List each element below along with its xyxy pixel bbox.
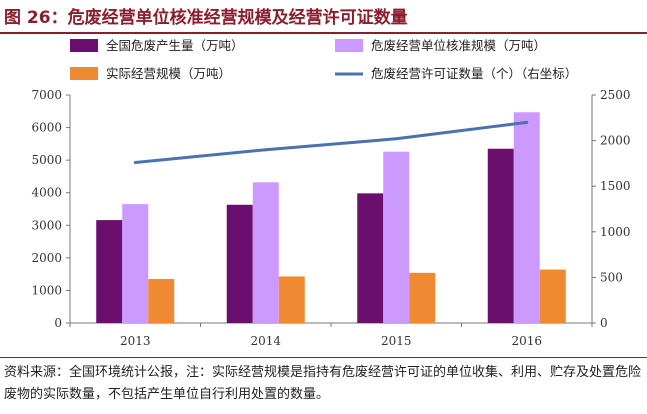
chart: 0 1000 2000 3000 4000 5000 6000 7000 0 500 1000 150… <box>31 38 631 348</box>
bar-1 <box>487 148 514 323</box>
permit-count-point <box>525 120 529 124</box>
left-axis-tick-label: 7000 <box>31 88 62 102</box>
legend-swatch <box>70 67 98 80</box>
left-axis-tick-label: 3000 <box>31 218 62 232</box>
figure-title: 图 26：危废经营单位核准经营规模及经营许可证数量 <box>4 8 408 28</box>
permit-count-line <box>135 120 527 164</box>
left-axis-tick-label: 4000 <box>31 186 62 200</box>
bar-2 <box>122 204 149 323</box>
x-axis-tick-label: 2016 <box>511 334 542 348</box>
left-axis-tick-label: 2000 <box>31 251 62 265</box>
right-axis-tick-label: 1000 <box>600 225 631 239</box>
legend-label: 危废经营许可证数量（个）（右坐标） <box>371 66 577 81</box>
legend-swatch <box>335 39 363 52</box>
right-axis-tick-label: 500 <box>600 270 623 284</box>
left-axis-tick-label: 1000 <box>31 283 62 297</box>
x-axis-tick-label: 2014 <box>250 334 281 348</box>
bar-3 <box>539 269 566 323</box>
left-axis-tick-label: 0 <box>54 316 62 330</box>
right-axis-tick-label: 2500 <box>600 88 631 102</box>
bar-2 <box>513 112 540 324</box>
legend-label: 实际经营规模（万吨） <box>106 66 231 81</box>
left-axis-tick-label: 6000 <box>31 121 62 135</box>
bar-1 <box>226 204 253 323</box>
bar-3 <box>278 276 305 323</box>
x-axis-tick-label: 2015 <box>381 334 412 348</box>
source-note: 资料来源：全国环境统计公报，注：实际经营规模是指持有危废经营许可证的单位收集、利… <box>4 365 642 402</box>
bar-3 <box>148 279 175 323</box>
right-axis-tick-label: 1500 <box>600 179 631 193</box>
legend-label: 危废经营单位核准规模（万吨） <box>371 38 546 53</box>
bar-3 <box>409 272 436 323</box>
legend-swatch <box>70 39 98 52</box>
right-axis-tick-label: 2000 <box>600 134 631 148</box>
right-axis-tick-label: 0 <box>600 316 608 330</box>
bar-2 <box>252 182 279 323</box>
permit-count-point <box>133 160 137 164</box>
bar-2 <box>383 151 410 323</box>
bar-1 <box>357 193 384 323</box>
x-axis-tick-label: 2013 <box>120 334 151 348</box>
permit-count-point <box>394 137 398 141</box>
title-rule <box>0 32 647 34</box>
left-axis-tick-label: 5000 <box>31 153 62 167</box>
permit-count-point <box>264 148 268 152</box>
legend-label: 全国危废产生量（万吨） <box>106 38 244 53</box>
source-rule <box>0 357 647 358</box>
bar-1 <box>96 220 123 323</box>
